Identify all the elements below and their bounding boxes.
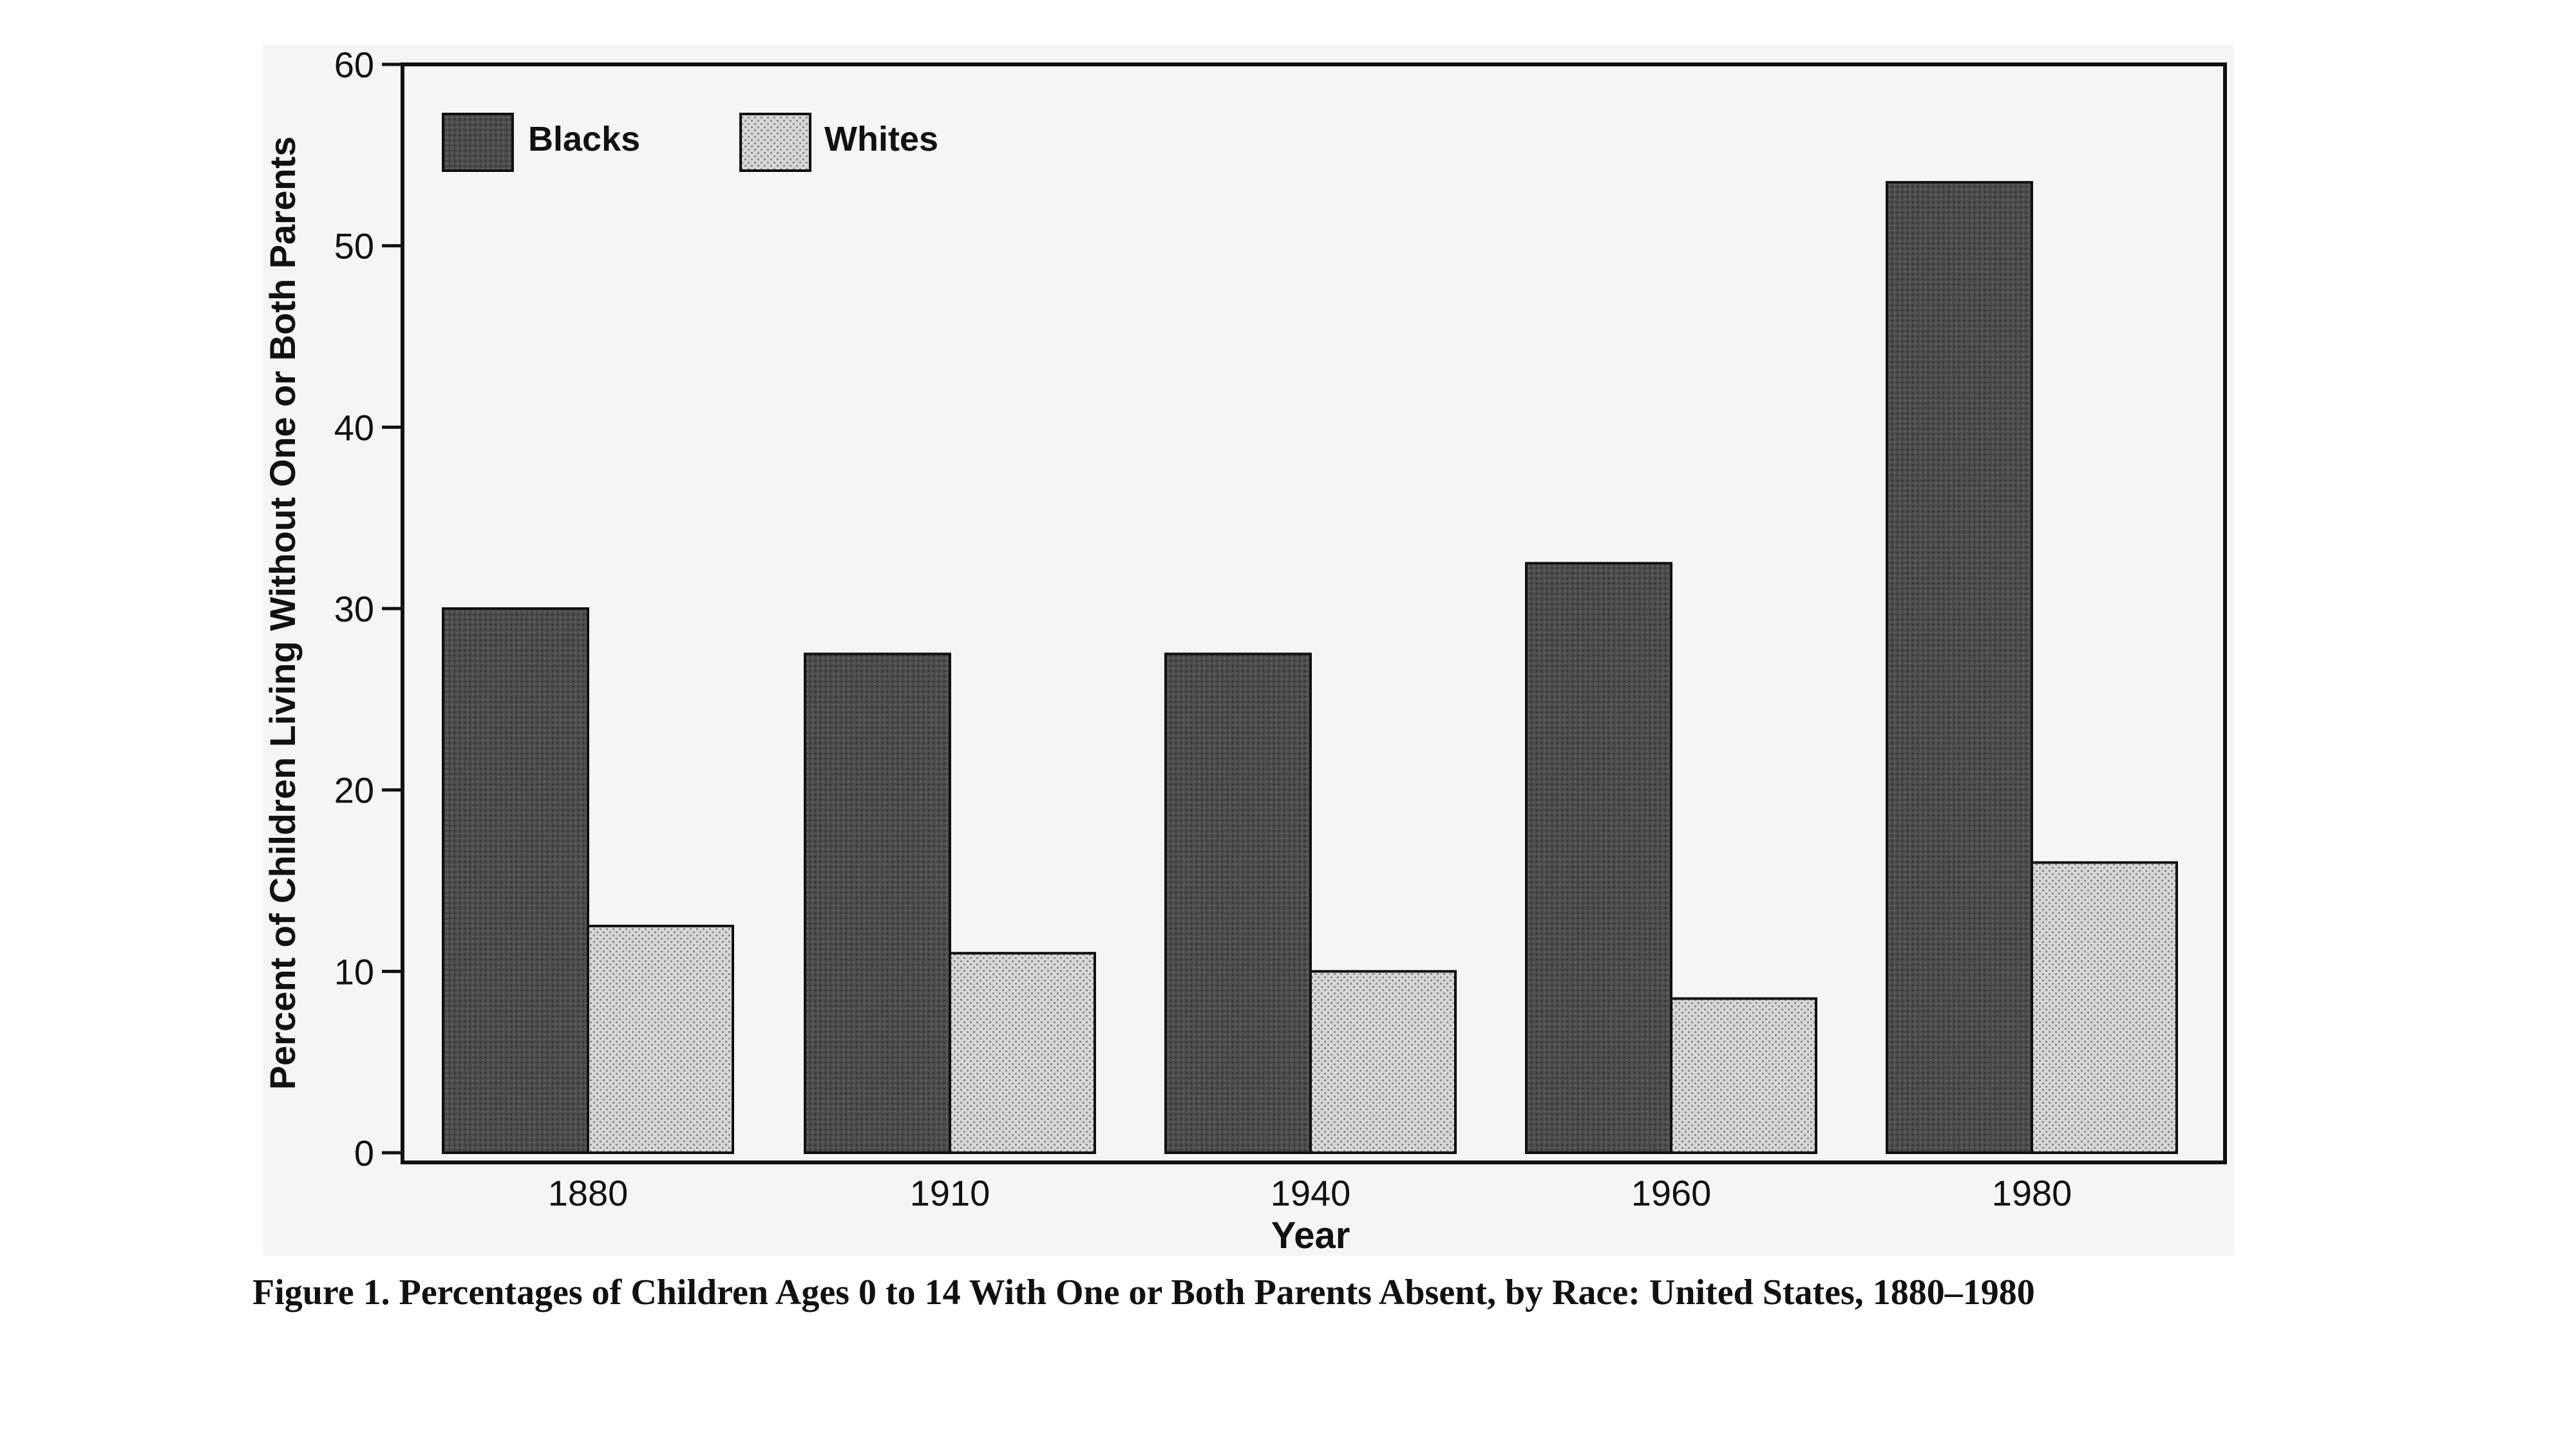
bar-blacks-1910 xyxy=(804,652,951,1154)
y-tick-label-10: 10 xyxy=(334,951,374,992)
legend-label-whites: Whites xyxy=(824,120,938,158)
legend: Blacks Whites xyxy=(442,113,938,172)
y-axis: 0 10 20 30 40 50 60 xyxy=(334,44,402,1173)
x-tick-label-1980: 1980 xyxy=(1992,1173,2072,1213)
legend-swatch-blacks xyxy=(442,113,514,172)
x-axis-label: Year xyxy=(1271,1215,1350,1256)
bar-whites-1960 xyxy=(1670,997,1817,1155)
x-tick-label-1940: 1940 xyxy=(1271,1173,1351,1213)
x-tick-label-1910: 1910 xyxy=(910,1173,990,1213)
y-axis-label: Percent of Children Living Without One o… xyxy=(262,137,303,1090)
y-tick-label-0: 0 xyxy=(354,1133,374,1173)
bar-whites-1910 xyxy=(949,952,1096,1154)
x-tick-label-1960: 1960 xyxy=(1631,1173,1712,1213)
y-tick-label-30: 30 xyxy=(334,589,374,629)
bar-blacks-1940 xyxy=(1164,652,1312,1154)
x-tick-label-1880: 1880 xyxy=(548,1173,629,1213)
y-tick-label-40: 40 xyxy=(334,407,374,448)
y-tick-label-50: 50 xyxy=(334,226,374,267)
bar-blacks-1960 xyxy=(1525,562,1672,1154)
figure-caption: Figure 1. Percentages of Children Ages 0… xyxy=(252,1273,2035,1312)
bar-whites-1880 xyxy=(587,924,734,1154)
y-tick-label-20: 20 xyxy=(334,770,374,811)
bar-blacks-1880 xyxy=(442,607,589,1154)
y-tick-label-60: 60 xyxy=(334,44,374,85)
x-axis: 1880 1910 1940 1960 1980 xyxy=(548,1173,2072,1213)
legend-swatch-whites xyxy=(739,113,811,172)
plot-area xyxy=(401,62,2227,1164)
bar-whites-1940 xyxy=(1309,970,1457,1155)
legend-label-blacks: Blacks xyxy=(528,120,640,158)
bars xyxy=(442,181,2178,1155)
bar-blacks-1980 xyxy=(1886,181,2033,1154)
bar-whites-1980 xyxy=(2031,861,2178,1155)
